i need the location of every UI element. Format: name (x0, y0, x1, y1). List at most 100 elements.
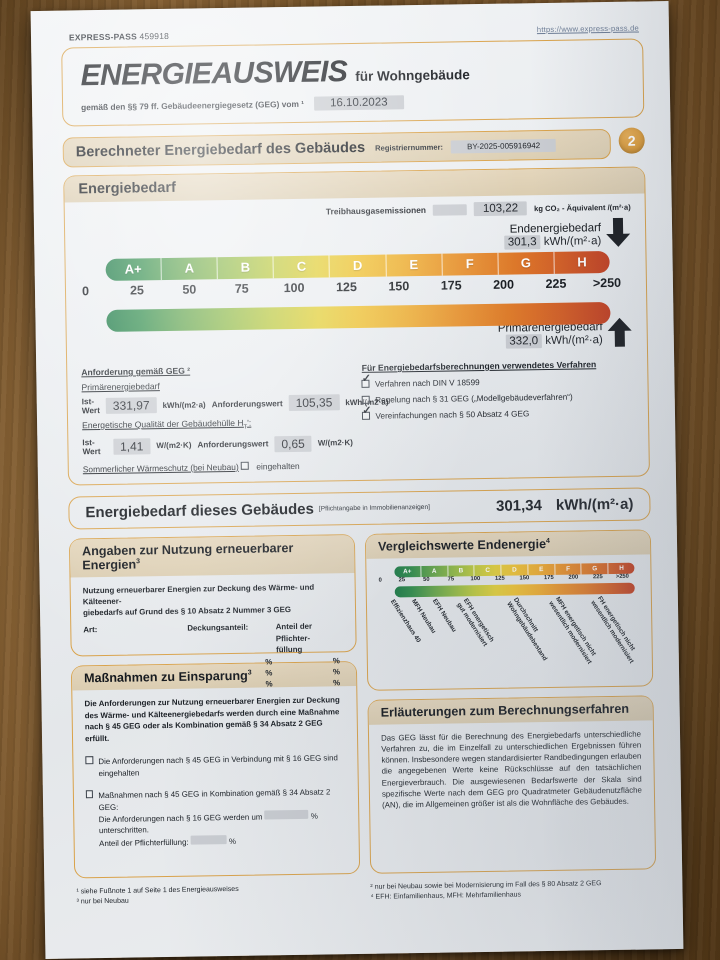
envelope-values-row: Ist-Wert 1,41 W/(m2·K) Anforderungswert … (82, 434, 353, 456)
comparison-class: A+ (394, 565, 422, 578)
energy-class: B (217, 256, 275, 280)
comparison-label: EFH energetisch gut modernisiert (455, 596, 496, 648)
scale-tick: 0 (81, 284, 90, 299)
primary-required-value: 105,35 (288, 394, 340, 412)
measures-percent-blank-1[interactable] (264, 809, 309, 820)
measures-option-2[interactable]: Maßnahmen nach § 45 GEG in Kombination g… (85, 786, 347, 849)
measures-para-line3: nach § 45 GEG oder als Kombination gemäß… (84, 719, 323, 744)
envelope-required-unit: W/(m2·K) (317, 438, 353, 448)
law-reference: gemäß den §§ 79 ff. Gebäudeenergiegesetz… (81, 98, 305, 113)
primary-energy-value: 332,0 (505, 334, 543, 349)
renewable-energy-panel: Angaben zur Nutzung erneuerbarer Energie… (68, 533, 357, 688)
law-date-field: 16.10.2023 (313, 95, 404, 111)
measures-checkbox-1-icon[interactable] (85, 756, 94, 765)
energy-demand-panel: Energiebedarf Treibhausgasemissionen 103… (63, 166, 650, 486)
requirements-heading: Anforderung gemäß GEG ² (81, 365, 191, 378)
renewable-pflicht-percent: % (333, 678, 341, 688)
primary-energy-unit: kWh/(m²·a) (545, 334, 603, 348)
measures-option-2-text: Maßnahmen nach § 45 GEG in Kombination g… (98, 786, 346, 849)
document-title: ENERGIEAUSWEIS (80, 55, 348, 93)
measures-option-2-line1: Maßnahmen nach § 45 GEG in Kombination g… (98, 787, 331, 812)
comparison-tick: >250 (615, 573, 629, 580)
primary-energy-sub-heading: Primärenergiebedarf (81, 381, 160, 393)
energy-class: F (442, 252, 499, 276)
measures-checkbox-2-icon[interactable] (85, 790, 94, 799)
summer-heat-checkbox[interactable] (240, 461, 250, 470)
method-checkbox-modellgebaeude-icon[interactable] (362, 395, 371, 404)
comparison-tick: 0 (378, 577, 382, 584)
comparison-class: H (619, 564, 624, 572)
scale-tick: 225 (545, 276, 567, 292)
comparison-title-text: Vergleichswerte Endenergie (377, 536, 547, 554)
measures-option-1-line1: Die Anforderungen nach § 45 GEG in Verbi… (98, 753, 338, 767)
primary-energy-arrow-up-icon (607, 317, 632, 347)
result-unit: kWh/(m²·a) (555, 495, 634, 514)
method-option-vereinfachungen[interactable]: Vereinfachungen nach § 50 Absatz 4 GEG (362, 408, 634, 421)
comparison-class: F (555, 563, 582, 575)
renewable-title-sup: 3 (136, 557, 141, 566)
comparison-tick: 200 (568, 574, 579, 581)
comparison-tick: 125 (494, 575, 505, 582)
measures-percent-blank-2[interactable] (190, 834, 227, 845)
method-label: Verfahren nach DIN V 18599 (374, 378, 480, 389)
explanations-panel-body: Das GEG lässt für die Berechnung des Ene… (369, 720, 654, 821)
comparison-scale: A+ A B C D E F G H 0 25 (378, 562, 640, 598)
final-energy-value: 301,3 (503, 235, 541, 250)
comparison-class: C (474, 564, 502, 576)
primary-energy-values-row: Ist-Wert 331,97 kWh/(m2·a) Anforderungsw… (82, 393, 389, 415)
section-header-bar: Berechneter Energiebedarf des Gebäudes R… (62, 128, 611, 168)
comparison-class: G (581, 562, 609, 575)
document-title-box: ENERGIEAUSWEIS für Wohngebäude gemäß den… (61, 38, 645, 127)
comparison-tick: 100 (470, 575, 481, 582)
method-option-modellgebaeude[interactable]: Regelung nach § 31 GEG („Modellgebäudeve… (362, 392, 634, 405)
footnotes: ¹ siehe Fußnote 1 auf Seite 1 des Energi… (74, 878, 656, 908)
comparison-tick: 175 (543, 574, 554, 581)
comparison-values-panel: Vergleichswerte Endenergie4 A+ A B C D E… (364, 529, 654, 691)
envelope-quality-label: Energetische Qualität der Gebäudehülle H (82, 417, 244, 431)
requirements-columns: Anforderung gemäß GEG ² Primärenergiebed… (81, 359, 635, 474)
scale-tick: 100 (283, 280, 305, 296)
scale-tick: 200 (493, 277, 515, 292)
actual-value-label: Ist-Wert (82, 437, 101, 457)
bottom-right-column: Vergleichswerte Endenergie4 A+ A B C D E… (364, 529, 657, 874)
envelope-actual-value: 1,41 (112, 437, 151, 455)
renewable-col-art: Art: (83, 625, 98, 635)
summer-heat-protection-row: Sommerlicher Wärmeschutz (bei Neubau) ei… (83, 460, 354, 474)
comparison-class: D (501, 564, 529, 576)
comparison-title-sup: 4 (545, 537, 550, 545)
measures-option-1[interactable]: Die Anforderungen nach § 45 GEG in Verbi… (85, 752, 345, 779)
measures-option-1-line2: eingehalten (98, 768, 140, 778)
method-column: Für Energiebedarfsberechnungen verwendet… (362, 359, 635, 470)
greenhouse-gas-unit: kg CO₂ - Äquivalent /(m²·a) (534, 202, 631, 213)
scale-tick: 150 (388, 279, 410, 294)
scale-tick: 175 (440, 278, 462, 293)
envelope-quality-heading: Energetische Qualität der Gebäudehülle H… (82, 417, 252, 431)
method-checkbox-din-icon[interactable] (361, 379, 371, 388)
page-number-badge: 2 (618, 127, 645, 154)
requirements-column: Anforderung gemäß GEG ² Primärenergiebed… (81, 363, 389, 474)
comparison-tick: 25 (398, 576, 406, 584)
summer-heat-protection-label: Sommerlicher Wärmeschutz (bei Neubau) (82, 461, 239, 475)
method-label: Vereinfachungen nach § 50 Absatz 4 GEG (375, 409, 530, 421)
energy-class: D (329, 254, 387, 278)
scale-tick: 125 (335, 279, 357, 295)
renewable-col-deckungsanteil: Deckungsanteil: (187, 623, 249, 634)
renewable-panel-body: Nutzung erneuerbarer Energien zur Deckun… (70, 573, 356, 703)
comparison-class: A (421, 565, 449, 577)
primary-actual-unit: kWh/(m2·a) (162, 399, 206, 410)
result-heading: Energiebedarf dieses Gebäudes (85, 500, 315, 521)
energy-class: G (498, 251, 555, 275)
renewable-table: Art: Deckungsanteil: Anteil der Pflichte… (83, 621, 344, 693)
method-option-din[interactable]: Verfahren nach DIN V 18599 (361, 376, 634, 389)
measures-option-2-line2a: Die Anforderungen nach § 16 GEG werden u… (98, 812, 263, 825)
result-value: 301,34 (495, 496, 543, 515)
footnotes-left: ¹ siehe Fußnote 1 auf Seite 1 des Energi… (76, 883, 360, 908)
source-url-link[interactable]: https://www.express-pass.de (536, 23, 640, 35)
final-energy-arrow-down-icon (606, 217, 631, 247)
renewable-panel-title: Angaben zur Nutzung erneuerbarer Energie… (69, 534, 355, 578)
express-pass-id: EXPRESS-PASS 459918 (68, 30, 170, 43)
measures-paragraph: Die Anforderungen zur Nutzung erneuerbar… (84, 694, 345, 746)
explanations-panel: Erläuterungen zum Berechnungserfahren Da… (367, 695, 657, 874)
section-header-row: Berechneter Energiebedarf des Gebäudes R… (62, 127, 645, 168)
method-checkbox-vereinfachungen-icon[interactable] (362, 411, 371, 420)
